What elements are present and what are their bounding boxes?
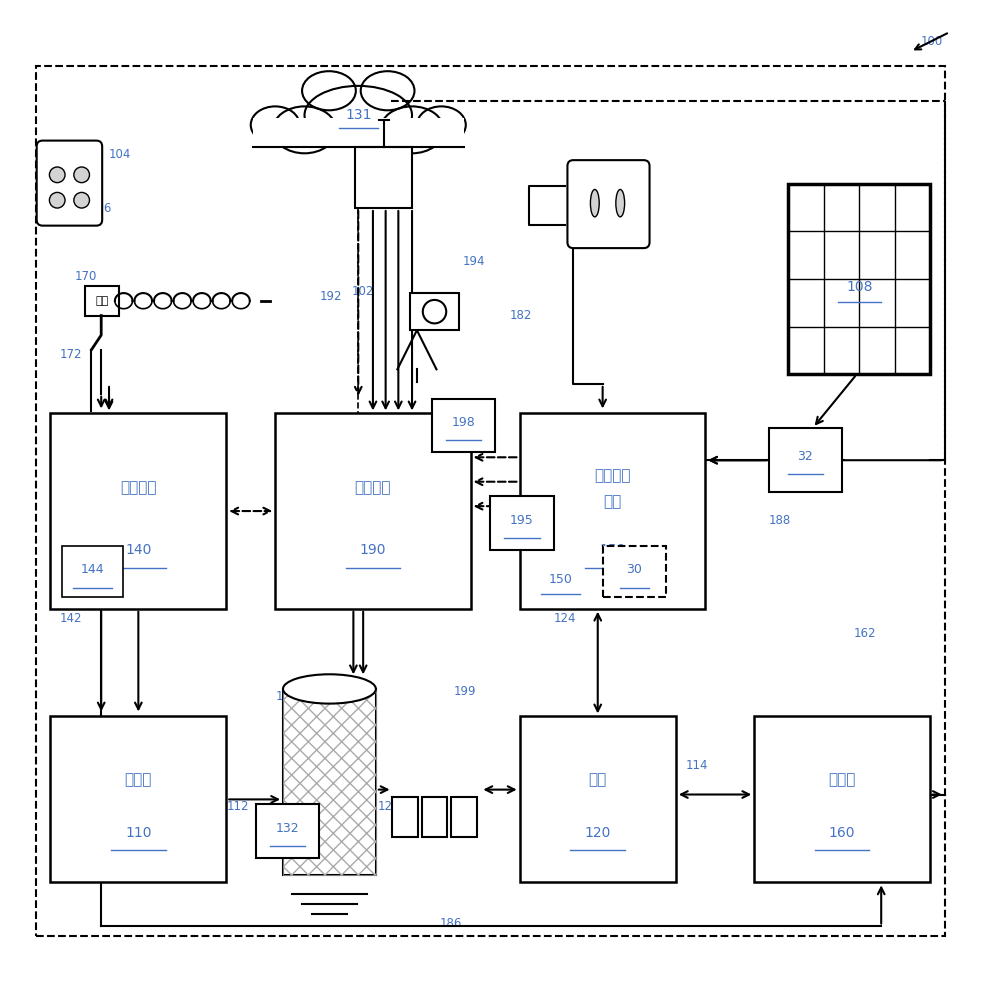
Text: 能量存储: 能量存储 xyxy=(594,468,631,484)
Text: 32: 32 xyxy=(798,450,813,463)
FancyBboxPatch shape xyxy=(422,797,447,837)
Ellipse shape xyxy=(616,190,625,217)
FancyBboxPatch shape xyxy=(410,293,459,330)
Ellipse shape xyxy=(361,71,414,110)
Text: 104: 104 xyxy=(109,147,131,161)
Circle shape xyxy=(423,300,446,323)
Text: 108: 108 xyxy=(862,236,884,249)
Text: 190: 190 xyxy=(360,544,386,557)
Text: 144: 144 xyxy=(81,562,104,576)
Text: 108: 108 xyxy=(846,279,872,294)
FancyBboxPatch shape xyxy=(451,797,477,837)
Text: 184: 184 xyxy=(564,514,586,527)
Text: 发电机: 发电机 xyxy=(828,772,856,787)
Ellipse shape xyxy=(590,190,599,217)
Text: 188: 188 xyxy=(769,514,791,527)
FancyBboxPatch shape xyxy=(62,547,123,597)
FancyBboxPatch shape xyxy=(754,717,930,883)
Ellipse shape xyxy=(305,86,412,145)
Text: 130: 130 xyxy=(275,690,297,703)
Bar xyxy=(788,184,930,375)
Text: 162: 162 xyxy=(854,627,876,640)
Text: 180: 180 xyxy=(576,202,598,214)
Text: 106: 106 xyxy=(89,202,112,214)
FancyBboxPatch shape xyxy=(567,160,650,248)
Text: 194: 194 xyxy=(463,256,485,268)
Text: 122: 122 xyxy=(378,800,400,813)
Text: 102: 102 xyxy=(351,285,374,298)
FancyBboxPatch shape xyxy=(769,428,842,492)
Ellipse shape xyxy=(302,71,356,110)
Ellipse shape xyxy=(417,106,466,144)
Text: 150: 150 xyxy=(549,573,573,586)
FancyBboxPatch shape xyxy=(520,413,705,608)
Text: 116: 116 xyxy=(884,800,907,813)
FancyBboxPatch shape xyxy=(256,804,319,858)
Text: 132: 132 xyxy=(276,822,299,835)
Text: 196: 196 xyxy=(365,182,388,195)
FancyBboxPatch shape xyxy=(520,717,676,883)
Text: 发动机: 发动机 xyxy=(125,772,152,787)
FancyBboxPatch shape xyxy=(37,141,102,226)
Text: 195: 195 xyxy=(510,514,534,527)
Text: 142: 142 xyxy=(60,612,83,625)
FancyBboxPatch shape xyxy=(432,399,495,452)
Text: 30: 30 xyxy=(626,562,642,576)
Text: 120: 120 xyxy=(585,826,611,839)
Ellipse shape xyxy=(380,106,444,153)
Text: 114: 114 xyxy=(686,759,708,772)
FancyBboxPatch shape xyxy=(275,413,471,608)
Text: 140: 140 xyxy=(125,544,152,557)
Text: 燃料系统: 燃料系统 xyxy=(120,480,157,495)
Text: 197: 197 xyxy=(348,133,371,146)
FancyBboxPatch shape xyxy=(355,147,412,208)
Text: 燃料: 燃料 xyxy=(96,296,109,306)
Ellipse shape xyxy=(273,106,336,153)
FancyBboxPatch shape xyxy=(603,547,666,597)
Text: 170: 170 xyxy=(75,270,97,283)
FancyBboxPatch shape xyxy=(50,413,226,608)
Text: 182: 182 xyxy=(510,309,532,322)
Text: 装置: 装置 xyxy=(603,493,622,509)
FancyBboxPatch shape xyxy=(392,797,418,837)
Circle shape xyxy=(49,167,65,183)
Text: 100: 100 xyxy=(920,35,943,48)
Circle shape xyxy=(74,193,89,208)
Text: 131: 131 xyxy=(345,108,372,122)
FancyBboxPatch shape xyxy=(283,689,376,875)
Text: 192: 192 xyxy=(319,290,342,303)
Ellipse shape xyxy=(251,106,300,144)
Text: 124: 124 xyxy=(554,612,576,625)
Circle shape xyxy=(74,167,89,183)
Text: 110: 110 xyxy=(125,826,152,839)
Text: 105: 105 xyxy=(41,172,63,185)
Text: 198: 198 xyxy=(451,417,475,430)
Text: 控制系统: 控制系统 xyxy=(355,480,391,495)
Ellipse shape xyxy=(283,674,376,704)
FancyBboxPatch shape xyxy=(490,496,554,550)
Text: 150: 150 xyxy=(599,544,626,557)
Text: 160: 160 xyxy=(829,826,855,839)
Text: 马达: 马达 xyxy=(589,772,607,787)
Text: 172: 172 xyxy=(60,348,83,361)
FancyBboxPatch shape xyxy=(253,118,464,147)
FancyBboxPatch shape xyxy=(50,717,226,883)
Text: 186: 186 xyxy=(439,917,462,930)
Circle shape xyxy=(49,193,65,208)
Text: 199: 199 xyxy=(454,685,477,698)
Text: 112: 112 xyxy=(226,800,249,813)
